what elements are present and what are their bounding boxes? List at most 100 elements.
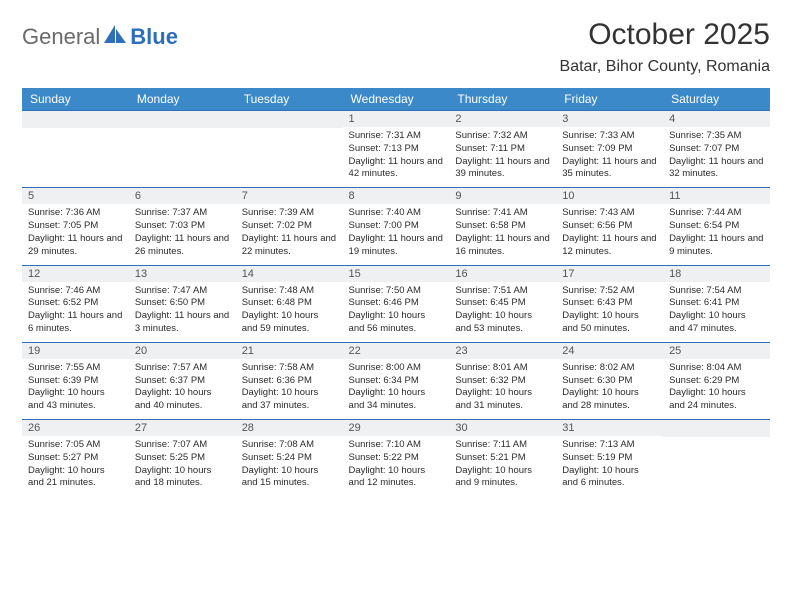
calendar-day-cell: 27Sunrise: 7:07 AMSunset: 5:25 PMDayligh…: [129, 420, 236, 497]
logo-text-blue: Blue: [130, 24, 178, 50]
calendar-day-cell: [129, 111, 236, 188]
calendar-day-cell: 17Sunrise: 7:52 AMSunset: 6:43 PMDayligh…: [556, 265, 663, 342]
sunrise-text: Sunrise: 7:57 AM: [135, 362, 230, 375]
sunset-text: Sunset: 7:03 PM: [135, 220, 230, 233]
day-number: 12: [22, 266, 129, 282]
day-details: Sunrise: 8:00 AMSunset: 6:34 PMDaylight:…: [343, 359, 450, 419]
calendar-day-cell: [663, 420, 770, 497]
sunset-text: Sunset: 6:45 PM: [455, 297, 550, 310]
daylight-text: Daylight: 10 hours and 59 minutes.: [242, 310, 337, 336]
calendar-day-cell: 2Sunrise: 7:32 AMSunset: 7:11 PMDaylight…: [449, 111, 556, 188]
sunset-text: Sunset: 5:19 PM: [562, 452, 657, 465]
day-number: 27: [129, 420, 236, 436]
sunrise-text: Sunrise: 7:44 AM: [669, 207, 764, 220]
sunrise-text: Sunrise: 7:51 AM: [455, 285, 550, 298]
sunrise-text: Sunrise: 8:02 AM: [562, 362, 657, 375]
sunrise-text: Sunrise: 7:52 AM: [562, 285, 657, 298]
location-text: Batar, Bihor County, Romania: [560, 58, 770, 76]
sunrise-text: Sunrise: 7:35 AM: [669, 130, 764, 143]
logo-sail-icon: [102, 25, 126, 50]
day-details: Sunrise: 7:41 AMSunset: 6:58 PMDaylight:…: [449, 204, 556, 264]
day-details: Sunrise: 7:48 AMSunset: 6:48 PMDaylight:…: [236, 282, 343, 342]
day-details: Sunrise: 7:52 AMSunset: 6:43 PMDaylight:…: [556, 282, 663, 342]
sunrise-text: Sunrise: 7:31 AM: [349, 130, 444, 143]
day-details: Sunrise: 7:50 AMSunset: 6:46 PMDaylight:…: [343, 282, 450, 342]
calendar-day-cell: 14Sunrise: 7:48 AMSunset: 6:48 PMDayligh…: [236, 265, 343, 342]
calendar-week-row: 12Sunrise: 7:46 AMSunset: 6:52 PMDayligh…: [22, 265, 770, 342]
day-number: 21: [236, 343, 343, 359]
day-number: 15: [343, 266, 450, 282]
day-number: 2: [449, 111, 556, 127]
sunset-text: Sunset: 5:27 PM: [28, 452, 123, 465]
sunrise-text: Sunrise: 7:33 AM: [562, 130, 657, 143]
sunrise-text: Sunrise: 7:36 AM: [28, 207, 123, 220]
daylight-text: Daylight: 11 hours and 16 minutes.: [455, 233, 550, 259]
sunrise-text: Sunrise: 7:05 AM: [28, 439, 123, 452]
sunrise-text: Sunrise: 7:48 AM: [242, 285, 337, 298]
sunrise-text: Sunrise: 7:39 AM: [242, 207, 337, 220]
sunset-text: Sunset: 7:02 PM: [242, 220, 337, 233]
calendar-day-cell: 31Sunrise: 7:13 AMSunset: 5:19 PMDayligh…: [556, 420, 663, 497]
calendar-day-cell: 7Sunrise: 7:39 AMSunset: 7:02 PMDaylight…: [236, 188, 343, 265]
title-block: October 2025 Batar, Bihor County, Romani…: [560, 18, 770, 76]
day-details: Sunrise: 7:31 AMSunset: 7:13 PMDaylight:…: [343, 127, 450, 187]
sunset-text: Sunset: 6:48 PM: [242, 297, 337, 310]
day-details: Sunrise: 7:10 AMSunset: 5:22 PMDaylight:…: [343, 436, 450, 496]
sunrise-text: Sunrise: 7:46 AM: [28, 285, 123, 298]
day-number: 13: [129, 266, 236, 282]
day-details: Sunrise: 7:13 AMSunset: 5:19 PMDaylight:…: [556, 436, 663, 496]
sunrise-text: Sunrise: 7:11 AM: [455, 439, 550, 452]
day-details: Sunrise: 7:05 AMSunset: 5:27 PMDaylight:…: [22, 436, 129, 496]
day-details: Sunrise: 7:37 AMSunset: 7:03 PMDaylight:…: [129, 204, 236, 264]
day-details: Sunrise: 7:11 AMSunset: 5:21 PMDaylight:…: [449, 436, 556, 496]
day-number: 18: [663, 266, 770, 282]
day-number: 8: [343, 188, 450, 204]
calendar-day-cell: 1Sunrise: 7:31 AMSunset: 7:13 PMDaylight…: [343, 111, 450, 188]
weekday-header: Wednesday: [343, 88, 450, 111]
day-details: Sunrise: 7:32 AMSunset: 7:11 PMDaylight:…: [449, 127, 556, 187]
daylight-text: Daylight: 10 hours and 47 minutes.: [669, 310, 764, 336]
day-details: Sunrise: 7:55 AMSunset: 6:39 PMDaylight:…: [22, 359, 129, 419]
day-number: 29: [343, 420, 450, 436]
day-number: [22, 111, 129, 128]
day-details: Sunrise: 8:04 AMSunset: 6:29 PMDaylight:…: [663, 359, 770, 419]
calendar-week-row: 1Sunrise: 7:31 AMSunset: 7:13 PMDaylight…: [22, 111, 770, 188]
day-details: Sunrise: 7:40 AMSunset: 7:00 PMDaylight:…: [343, 204, 450, 264]
sunrise-text: Sunrise: 8:01 AM: [455, 362, 550, 375]
day-details: Sunrise: 7:35 AMSunset: 7:07 PMDaylight:…: [663, 127, 770, 187]
calendar-header: Sunday Monday Tuesday Wednesday Thursday…: [22, 88, 770, 111]
day-details: Sunrise: 7:47 AMSunset: 6:50 PMDaylight:…: [129, 282, 236, 342]
calendar-day-cell: 4Sunrise: 7:35 AMSunset: 7:07 PMDaylight…: [663, 111, 770, 188]
day-number: 25: [663, 343, 770, 359]
calendar-body: 1Sunrise: 7:31 AMSunset: 7:13 PMDaylight…: [22, 111, 770, 497]
day-number: 20: [129, 343, 236, 359]
daylight-text: Daylight: 10 hours and 28 minutes.: [562, 387, 657, 413]
weekday-header: Tuesday: [236, 88, 343, 111]
sunrise-text: Sunrise: 7:08 AM: [242, 439, 337, 452]
day-details: Sunrise: 7:58 AMSunset: 6:36 PMDaylight:…: [236, 359, 343, 419]
daylight-text: Daylight: 11 hours and 9 minutes.: [669, 233, 764, 259]
calendar-page: General Blue October 2025 Batar, Bihor C…: [0, 0, 792, 514]
logo-text-general: General: [22, 24, 100, 50]
calendar-day-cell: 11Sunrise: 7:44 AMSunset: 6:54 PMDayligh…: [663, 188, 770, 265]
day-number: [236, 111, 343, 128]
day-details: Sunrise: 7:57 AMSunset: 6:37 PMDaylight:…: [129, 359, 236, 419]
sunset-text: Sunset: 7:00 PM: [349, 220, 444, 233]
day-number: 19: [22, 343, 129, 359]
day-number: 1: [343, 111, 450, 127]
header-row: General Blue October 2025 Batar, Bihor C…: [22, 18, 770, 76]
weekday-header: Saturday: [663, 88, 770, 111]
daylight-text: Daylight: 11 hours and 19 minutes.: [349, 233, 444, 259]
daylight-text: Daylight: 10 hours and 18 minutes.: [135, 465, 230, 491]
calendar-day-cell: 12Sunrise: 7:46 AMSunset: 6:52 PMDayligh…: [22, 265, 129, 342]
daylight-text: Daylight: 10 hours and 21 minutes.: [28, 465, 123, 491]
day-number: [663, 420, 770, 437]
calendar-day-cell: [22, 111, 129, 188]
sunrise-text: Sunrise: 8:00 AM: [349, 362, 444, 375]
sunrise-text: Sunrise: 7:10 AM: [349, 439, 444, 452]
daylight-text: Daylight: 10 hours and 56 minutes.: [349, 310, 444, 336]
daylight-text: Daylight: 10 hours and 40 minutes.: [135, 387, 230, 413]
calendar-day-cell: 10Sunrise: 7:43 AMSunset: 6:56 PMDayligh…: [556, 188, 663, 265]
day-number: 22: [343, 343, 450, 359]
sunrise-text: Sunrise: 7:13 AM: [562, 439, 657, 452]
